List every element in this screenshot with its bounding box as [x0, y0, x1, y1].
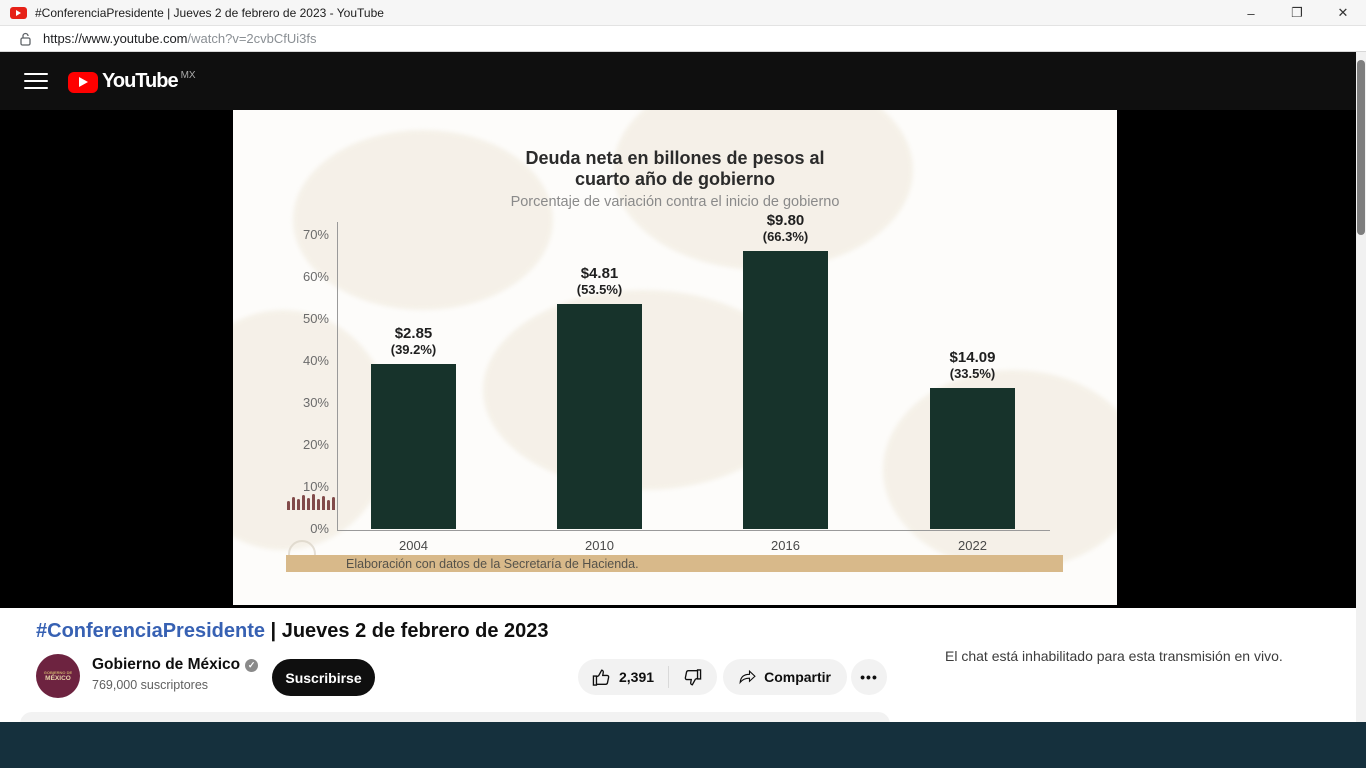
- chart-bar: [371, 364, 456, 529]
- page-scrollbar-track[interactable]: [1356, 52, 1366, 722]
- bar-value-label: $9.80 (66.3%): [762, 211, 809, 244]
- video-title-rest: | Jueves 2 de febrero de 2023: [264, 620, 549, 642]
- video-title-hashtag[interactable]: #ConferenciaPresidente: [36, 620, 265, 642]
- like-count: 2,391: [619, 669, 655, 685]
- bar-value-label: $2.85 (39.2%): [390, 325, 437, 358]
- thumbs-up-icon: [592, 668, 610, 686]
- chart-source-bar: Elaboración con datos de la Secretaría d…: [286, 555, 1063, 572]
- share-button[interactable]: Compartir: [723, 659, 847, 695]
- bar-value-label: $14.09 (33.5%): [949, 349, 996, 382]
- chart-bar: [557, 304, 642, 529]
- youtube-header: YouTube MX Buscar: [0, 52, 1366, 154]
- channel-name[interactable]: Gobierno de México ✓: [92, 656, 259, 674]
- url-path: /watch?v=2cvbCfUi3fs: [187, 31, 317, 46]
- browser-urlbar[interactable]: https://www.youtube.com/watch?v=2cvbCfUi…: [0, 26, 1366, 52]
- restore-button[interactable]: ❐: [1291, 5, 1303, 20]
- channel-avatar[interactable]: GOBIERNO DE MÉXICO: [36, 654, 80, 698]
- video-frame: Deuda neta en billones de pesos al cuart…: [233, 110, 1117, 605]
- verified-icon: ✓: [245, 658, 259, 672]
- chart-x-axis: [337, 530, 1050, 531]
- dislike-button[interactable]: [669, 668, 716, 687]
- video-info-section: #ConferenciaPresidente | Jueves 2 de feb…: [0, 608, 1366, 752]
- chart-y-axis: [337, 222, 338, 530]
- y-tick-label: 20%: [302, 437, 329, 452]
- share-icon: [739, 669, 756, 685]
- browser-titlebar: #ConferenciaPresidente | Jueves 2 de feb…: [0, 0, 1366, 26]
- windows-taskbar: 08:28 2/2/2023 1: [0, 722, 1366, 768]
- hamburger-icon[interactable]: [24, 68, 48, 94]
- chart-source-text: Elaboración con datos de la Secretaría d…: [346, 556, 639, 571]
- chart-title: Deuda neta en billones de pesos al cuart…: [525, 148, 825, 189]
- subscribe-button[interactable]: Suscribirse: [272, 659, 375, 696]
- video-player[interactable]: Deuda neta en billones de pesos al cuart…: [0, 110, 1366, 704]
- more-actions-button[interactable]: •••: [851, 659, 887, 695]
- y-tick-label: 50%: [302, 311, 329, 326]
- video-title: #ConferenciaPresidente | Jueves 2 de feb…: [36, 620, 549, 643]
- chart-bar: [930, 388, 1015, 529]
- x-category-label: 2022: [958, 538, 987, 553]
- more-icon: •••: [860, 669, 878, 685]
- youtube-play-icon: [68, 71, 98, 93]
- y-tick-label: 40%: [302, 353, 329, 368]
- x-category-label: 2004: [399, 538, 428, 553]
- y-tick-label: 10%: [302, 479, 329, 494]
- thumbs-down-icon: [684, 668, 702, 686]
- url-host: https://www.youtube.com: [43, 31, 188, 46]
- pill-divider: [668, 666, 670, 688]
- like-dislike-pill: 2,391: [578, 659, 717, 695]
- x-category-label: 2010: [585, 538, 614, 553]
- window-title: #ConferenciaPresidente | Jueves 2 de feb…: [35, 5, 384, 20]
- country-badge: MX: [180, 69, 196, 81]
- youtube-logo[interactable]: YouTube MX: [68, 70, 196, 93]
- youtube-favicon: [10, 6, 27, 19]
- like-button[interactable]: 2,391: [578, 668, 668, 687]
- y-tick-label: 0%: [310, 521, 329, 536]
- page-scrollbar-thumb[interactable]: [1357, 60, 1365, 235]
- x-category-label: 2016: [771, 538, 800, 553]
- chart-bar: [743, 250, 828, 529]
- decorative-figures: [287, 494, 335, 510]
- subscriber-count: 769,000 suscriptores: [92, 678, 209, 692]
- bar-value-label: $4.81 (53.5%): [576, 265, 623, 298]
- y-tick-label: 30%: [302, 395, 329, 410]
- y-tick-label: 70%: [302, 227, 329, 242]
- chart-subtitle: Porcentaje de variación contra el inicio…: [510, 194, 840, 210]
- y-tick-label: 60%: [302, 269, 329, 284]
- chat-disabled-notice: El chat está inhabilitado para esta tran…: [945, 648, 1283, 664]
- close-button[interactable]: ✕: [1337, 5, 1349, 20]
- lock-icon: [20, 32, 31, 46]
- minimize-button[interactable]: –: [1247, 5, 1255, 21]
